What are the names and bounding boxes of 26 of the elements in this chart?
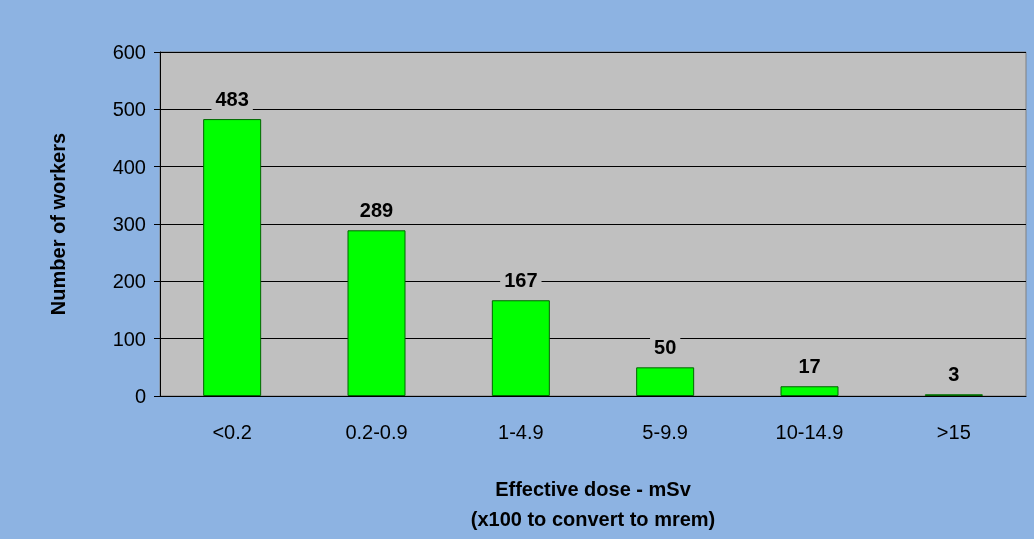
data-label: 3 bbox=[948, 363, 960, 386]
data-label: 167 bbox=[504, 269, 538, 292]
x-tick-label: 0.2-0.9 bbox=[345, 421, 408, 443]
x-tick-label: <0.2 bbox=[212, 421, 252, 443]
data-label: 289 bbox=[359, 199, 394, 222]
y-tick-label: 500 bbox=[112, 98, 146, 121]
x-axis-title: Effective dose - mSv (x100 to convert to mrem) bbox=[470, 478, 716, 530]
data-label: 483 bbox=[215, 88, 249, 111]
x-tick-label: >15 bbox=[936, 421, 971, 443]
y-axis-title: Number of workers bbox=[47, 132, 69, 316]
bar bbox=[491, 300, 550, 396]
x-tick-label: 10-14.9 bbox=[775, 421, 844, 443]
y-tick-label: 400 bbox=[112, 155, 146, 178]
bar bbox=[203, 119, 262, 396]
bar bbox=[636, 367, 695, 396]
x-tick-label: 1-4.9 bbox=[498, 421, 544, 443]
y-tick-label: 100 bbox=[112, 327, 146, 350]
y-tick-label: 200 bbox=[112, 270, 146, 293]
x-tick-label: 5-9.9 bbox=[642, 421, 688, 443]
y-tick-label: 600 bbox=[112, 41, 146, 63]
bar bbox=[780, 386, 839, 396]
y-tick-label: 300 bbox=[112, 213, 146, 235]
bar bbox=[347, 230, 406, 396]
y-tick-label: 0 bbox=[134, 385, 146, 407]
data-label: 50 bbox=[654, 336, 677, 359]
data-label: 17 bbox=[798, 355, 821, 378]
